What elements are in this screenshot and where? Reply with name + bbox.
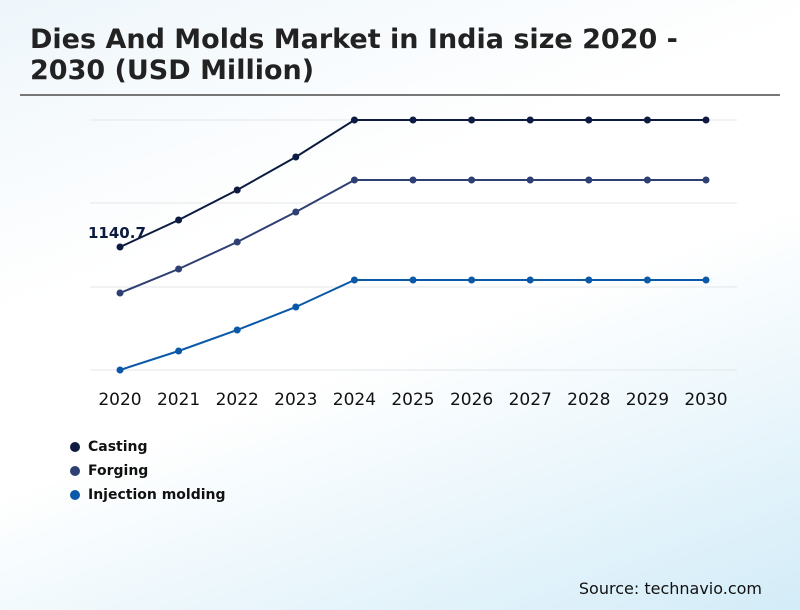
legend-marker-icon (70, 466, 80, 476)
legend: Casting Forging Injection molding (70, 435, 226, 507)
data-point (526, 176, 534, 184)
x-tick-label: 2028 (567, 390, 610, 410)
data-point (526, 116, 534, 124)
data-point (585, 176, 593, 184)
x-tick-label: 2029 (626, 390, 669, 410)
data-point (468, 276, 476, 284)
data-point (585, 276, 593, 284)
data-point (116, 243, 124, 251)
x-tick-label: 2020 (98, 390, 141, 410)
data-point (233, 238, 241, 246)
data-point (175, 265, 183, 273)
data-point (350, 276, 358, 284)
data-point (409, 176, 417, 184)
data-point (526, 276, 534, 284)
legend-marker-icon (70, 442, 80, 452)
data-point (702, 176, 710, 184)
data-point (468, 176, 476, 184)
data-label: 1140.7 (88, 224, 146, 242)
title-divider (20, 94, 780, 96)
legend-item: Casting (70, 435, 226, 459)
chart-title: Dies And Molds Market in India size 2020… (30, 24, 678, 86)
series-line-forging (119, 179, 706, 294)
data-point (233, 326, 241, 334)
data-point (233, 186, 241, 194)
series-line-casting (119, 119, 706, 248)
data-point (292, 303, 300, 311)
legend-label: Forging (88, 463, 149, 479)
data-point (292, 153, 300, 161)
data-point (175, 347, 183, 355)
data-point (175, 216, 183, 224)
data-point (292, 208, 300, 216)
data-point (409, 116, 417, 124)
data-point (643, 176, 651, 184)
data-point (643, 276, 651, 284)
x-tick-label: 2030 (684, 390, 727, 410)
legend-item: Injection molding (70, 483, 226, 507)
source-note: Source: technavio.com (578, 579, 762, 598)
x-tick-label: 2025 (391, 390, 434, 410)
x-tick-label: 2026 (450, 390, 493, 410)
data-point (468, 116, 476, 124)
series-line-injection-molding (119, 279, 706, 371)
data-point (585, 116, 593, 124)
x-tick-label: 2027 (509, 390, 552, 410)
legend-label: Injection molding (88, 487, 226, 503)
x-tick-label: 2021 (157, 390, 200, 410)
data-point (116, 366, 124, 374)
data-point (409, 276, 417, 284)
x-tick-label: 2022 (216, 390, 259, 410)
data-point (350, 116, 358, 124)
x-tick-label: 2023 (274, 390, 317, 410)
data-point (702, 116, 710, 124)
data-point (702, 276, 710, 284)
x-tick-label: 2024 (333, 390, 376, 410)
data-point (116, 289, 124, 297)
data-point (643, 116, 651, 124)
data-point (350, 176, 358, 184)
legend-label: Casting (88, 439, 148, 455)
legend-item: Forging (70, 459, 226, 483)
legend-marker-icon (70, 490, 80, 500)
